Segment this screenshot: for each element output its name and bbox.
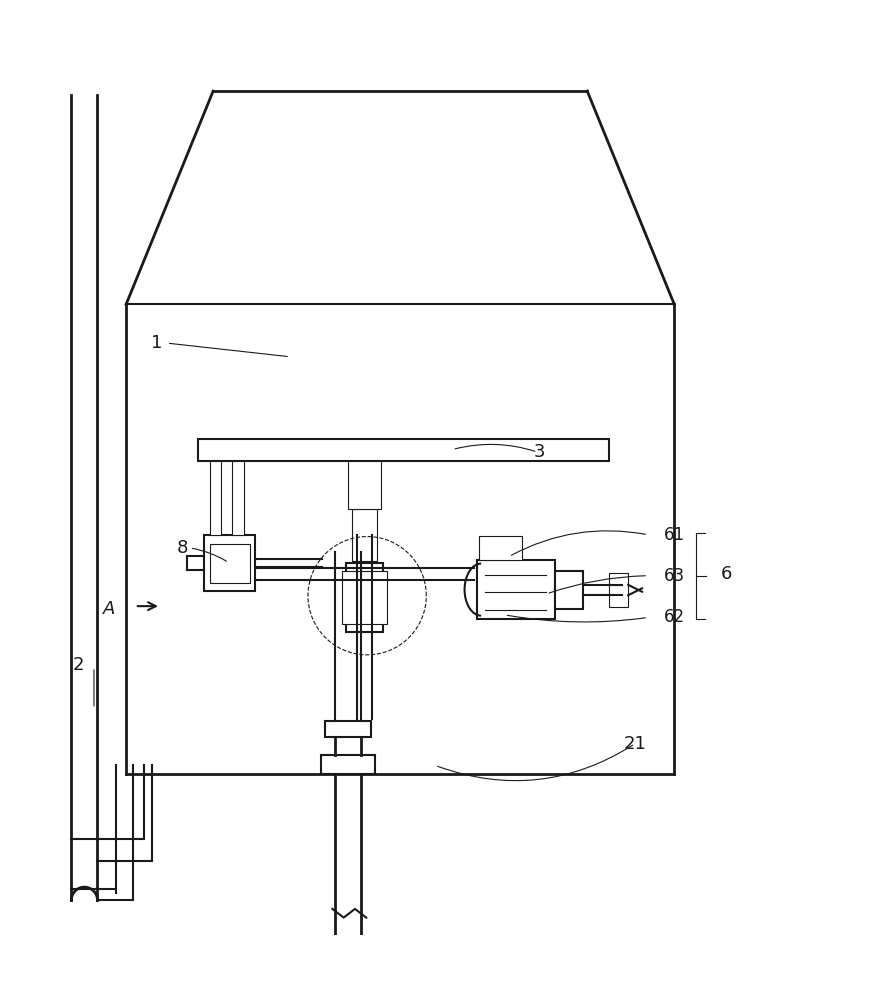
Text: 63: 63 [663, 567, 684, 585]
Bar [348, 461, 381, 509]
Text: 6: 6 [720, 565, 732, 583]
Bar [346, 563, 382, 632]
Text: 21: 21 [623, 735, 646, 753]
Text: 8: 8 [176, 539, 189, 557]
Text: 2: 2 [72, 656, 84, 674]
Bar [204, 535, 255, 591]
Bar [478, 536, 521, 560]
Bar [352, 509, 376, 561]
Bar [232, 461, 243, 535]
Bar [321, 755, 375, 774]
Bar [209, 544, 249, 583]
Bar [608, 573, 627, 607]
Text: 62: 62 [663, 608, 684, 626]
Bar [325, 721, 370, 737]
Bar [198, 439, 608, 461]
Bar [476, 560, 554, 619]
Bar [554, 571, 582, 609]
Text: A: A [103, 600, 115, 618]
Text: 61: 61 [663, 526, 684, 544]
Bar [209, 461, 221, 535]
Text: 1: 1 [150, 334, 163, 352]
Bar [342, 571, 387, 624]
Text: 3: 3 [533, 443, 545, 461]
